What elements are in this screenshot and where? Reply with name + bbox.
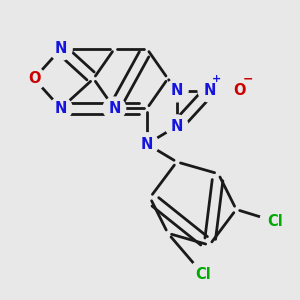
Text: N: N bbox=[55, 101, 67, 116]
Circle shape bbox=[260, 206, 290, 236]
Circle shape bbox=[198, 79, 221, 102]
Text: N: N bbox=[141, 136, 153, 152]
Circle shape bbox=[50, 38, 72, 60]
Circle shape bbox=[228, 79, 250, 102]
Circle shape bbox=[103, 97, 126, 120]
Text: −: − bbox=[242, 73, 253, 86]
Text: Cl: Cl bbox=[196, 267, 211, 282]
Circle shape bbox=[50, 97, 72, 120]
Text: Cl: Cl bbox=[267, 214, 283, 229]
Text: N: N bbox=[203, 83, 216, 98]
Text: O: O bbox=[233, 83, 245, 98]
Circle shape bbox=[136, 133, 158, 155]
Text: N: N bbox=[55, 41, 67, 56]
Circle shape bbox=[23, 68, 45, 90]
Text: N: N bbox=[108, 101, 121, 116]
Text: N: N bbox=[171, 119, 183, 134]
Text: N: N bbox=[171, 83, 183, 98]
Circle shape bbox=[166, 79, 188, 102]
Circle shape bbox=[189, 260, 218, 290]
Text: +: + bbox=[212, 74, 221, 84]
Text: O: O bbox=[28, 71, 40, 86]
Circle shape bbox=[166, 115, 188, 137]
